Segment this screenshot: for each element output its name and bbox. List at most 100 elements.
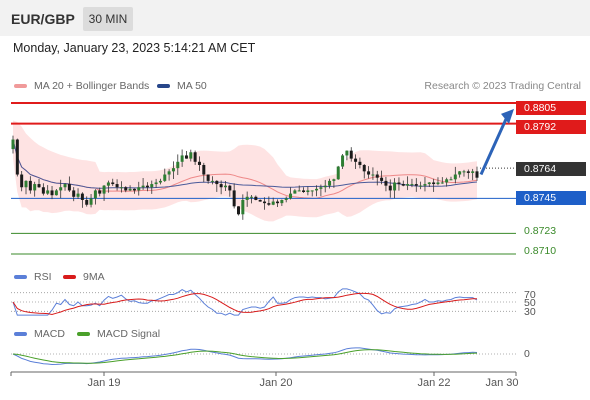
candle-body <box>423 184 427 186</box>
candle-body <box>85 199 89 205</box>
rsi-level-50: 50 <box>524 297 536 309</box>
timeframe-button[interactable]: 30 MIN <box>83 7 133 31</box>
candle-body <box>475 171 479 178</box>
forecast-arrowhead <box>501 108 514 124</box>
candle-body <box>319 187 323 189</box>
candle-body <box>358 161 362 165</box>
candle-body <box>453 174 457 180</box>
candle-body <box>46 190 50 194</box>
candle-body <box>367 171 371 175</box>
candle-body <box>375 174 379 178</box>
candle-body <box>380 177 384 181</box>
x-tick-jan19: Jan 19 <box>87 377 121 389</box>
rsi-ma-swatch <box>63 275 76 279</box>
candle-body <box>72 190 76 197</box>
candle-body <box>63 184 67 188</box>
candle-body <box>432 182 436 185</box>
candle-body <box>427 182 431 185</box>
candle-body <box>171 168 175 172</box>
candle-body <box>154 182 158 185</box>
candle-body <box>24 180 28 188</box>
candle-body <box>436 182 440 185</box>
macd-legend: MACD <box>14 328 65 340</box>
x-tick-jan22: Jan 22 <box>417 377 451 389</box>
candle-body <box>371 174 375 176</box>
candle-body <box>76 193 80 197</box>
macd-swatch <box>14 332 27 336</box>
candle-body <box>215 180 219 185</box>
level-1-label: 0.8792 <box>516 120 586 134</box>
candle-body <box>167 171 171 175</box>
candle-body <box>145 185 149 188</box>
candle-body <box>37 184 41 188</box>
candle-body <box>11 139 15 150</box>
candle-body <box>59 187 63 191</box>
candle-body <box>184 155 188 159</box>
ma50-legend: MA 50 <box>157 80 207 92</box>
candle-body <box>419 185 423 187</box>
candle-body <box>263 201 267 204</box>
candle-body <box>80 193 84 200</box>
candle-body <box>111 182 115 185</box>
candle-body <box>176 161 180 169</box>
bollinger-band <box>13 120 477 222</box>
candle-body <box>289 193 293 199</box>
candle-body <box>471 171 475 173</box>
macd-signal-swatch <box>77 332 90 336</box>
level-3-label: 0.8745 <box>516 191 586 205</box>
rsi-level-30: 30 <box>524 306 536 318</box>
rsi-level-70: 70 <box>524 289 536 301</box>
candle-body <box>228 185 232 191</box>
candle-body <box>115 184 119 188</box>
candle-body <box>280 199 284 204</box>
candle-body <box>258 199 262 202</box>
candle-body <box>236 206 240 215</box>
candle-body <box>20 174 24 188</box>
candle-body <box>223 185 227 188</box>
level-0-label: 0.8805 <box>516 101 586 115</box>
symbol-label: EUR/GBP <box>11 11 75 27</box>
candle-body <box>315 188 319 191</box>
level-5-label: 0.8710 <box>524 245 557 257</box>
datetime-label: Monday, January 23, 2023 5:14:21 AM CET <box>13 41 256 55</box>
ma20-bb-legend: MA 20 + Bollinger Bands <box>14 80 149 92</box>
candle-body <box>271 201 275 205</box>
candle-body <box>440 182 444 184</box>
candle-body <box>384 180 388 186</box>
candle-body <box>401 184 405 186</box>
candle-body <box>163 174 167 181</box>
candle-body <box>397 182 401 185</box>
ma20-swatch <box>14 84 27 88</box>
candle-body <box>336 166 340 180</box>
candle-body <box>341 155 345 167</box>
macd-zero-label: 0 <box>524 348 530 360</box>
candle-body <box>67 184 71 191</box>
candle-body <box>297 190 301 192</box>
candle-body <box>197 161 201 165</box>
macd-signal-legend-label: MACD Signal <box>97 328 161 340</box>
candle-body <box>219 184 223 188</box>
candle-body <box>393 182 397 191</box>
candle-body <box>306 190 310 193</box>
candle-body <box>202 164 206 175</box>
candle-body <box>41 187 45 194</box>
candle-body <box>254 196 258 200</box>
ma50-legend-label: MA 50 <box>177 80 207 92</box>
candle-body <box>410 184 414 186</box>
level-4-label: 0.8723 <box>524 225 557 237</box>
level-2-label: 0.8764 <box>516 162 586 176</box>
candle-body <box>276 201 280 204</box>
candle-body <box>33 184 37 191</box>
x-tick-jan30: Jan 30 <box>485 377 519 389</box>
candle-body <box>119 187 123 189</box>
rsi-ma-legend: 9MA <box>63 271 105 283</box>
candle-body <box>15 139 19 175</box>
candle-body <box>189 152 193 159</box>
credit-label: Research © 2023 Trading Central <box>424 80 581 92</box>
candle-body <box>293 190 297 194</box>
candle-body <box>462 171 466 173</box>
candle-body <box>206 174 210 181</box>
header-bar: EUR/GBP 30 MIN <box>0 0 590 36</box>
candle-body <box>302 190 306 193</box>
